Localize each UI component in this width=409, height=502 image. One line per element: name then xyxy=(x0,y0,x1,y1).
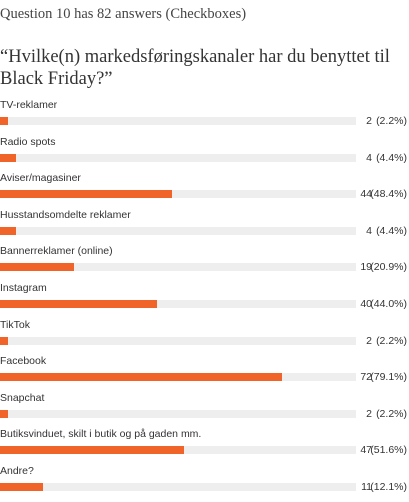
bar-fill xyxy=(0,263,75,272)
option-label: Bannerreklamer (online) xyxy=(0,245,113,258)
answer-count: 2 xyxy=(366,407,372,420)
bar-track xyxy=(0,409,356,418)
option-label: Radio spots xyxy=(0,135,56,148)
option-label: Butiksvinduet, skilt i butik og på gaden… xyxy=(0,428,202,441)
answer-count: 2 xyxy=(366,334,372,347)
bar-track xyxy=(0,483,356,491)
answer-percentage: (20.9%) xyxy=(370,261,407,274)
answer-count: 44 xyxy=(360,188,372,201)
result-row: Butiksvinduet, skilt i butik og på gaden… xyxy=(0,428,409,465)
answer-count: 2 xyxy=(366,115,372,127)
option-label: Instagram xyxy=(0,282,47,294)
result-row: Snapchat 2 (2.2%) xyxy=(0,392,409,429)
answer-count: 72 xyxy=(360,371,372,384)
result-row: Andre? 11 (12.1%) xyxy=(0,465,409,502)
bar-fill xyxy=(0,373,282,382)
answer-percentage: (2.2%) xyxy=(376,407,407,420)
result-row: Husstandsomdelte reklamer 4 (4.4%) xyxy=(0,209,409,246)
bar-fill xyxy=(0,483,44,491)
result-row: Facebook 72 (79.1%) xyxy=(0,355,409,392)
result-row: Bannerreklamer (online) 19 (20.9%) xyxy=(0,245,409,282)
bar-track xyxy=(0,226,356,235)
answer-percentage: (44.0%) xyxy=(370,298,407,310)
result-row: TikTok 2 (2.2%) xyxy=(0,319,409,356)
option-label: Husstandsomdelte reklamer xyxy=(0,208,131,221)
bar-fill xyxy=(0,153,16,162)
answer-percentage: (12.1%) xyxy=(370,481,407,493)
option-label: TikTok xyxy=(0,318,30,331)
result-row: Aviser/magasiner 44 (48.4%) xyxy=(0,172,409,209)
bar-track xyxy=(0,373,356,382)
result-row: Instagram 40 (44.0%) xyxy=(0,282,409,319)
bar-fill xyxy=(0,300,157,308)
bar-track xyxy=(0,117,356,125)
answer-percentage: (51.6%) xyxy=(370,444,407,457)
answer-percentage: (79.1%) xyxy=(370,371,407,384)
bar-fill xyxy=(0,190,173,199)
option-label: Snapchat xyxy=(0,391,45,404)
result-row: TV-reklamer 2 (2.2%) xyxy=(0,99,409,136)
answer-count: 40 xyxy=(360,298,372,310)
bar-fill xyxy=(0,336,8,345)
answer-percentage: (4.4%) xyxy=(376,151,407,164)
result-row: Radio spots 4 (4.4%) xyxy=(0,136,409,173)
answer-count: 4 xyxy=(366,151,372,164)
bar-fill xyxy=(0,409,8,418)
answer-count: 4 xyxy=(366,224,372,237)
option-label: Facebook xyxy=(0,355,47,368)
answer-count: 19 xyxy=(360,261,372,274)
bar-fill xyxy=(0,226,16,235)
answer-count: 11 xyxy=(361,481,372,493)
bar-track xyxy=(0,153,356,162)
answer-percentage: (2.2%) xyxy=(376,334,407,347)
bar-track xyxy=(0,446,356,455)
option-label: Aviser/magasiner xyxy=(0,172,81,185)
answer-count-header: Question 10 has 82 answers (Checkboxes) xyxy=(0,6,247,22)
answer-percentage: (4.4%) xyxy=(376,224,407,237)
answer-percentage: (48.4%) xyxy=(370,188,407,201)
bar-fill xyxy=(0,117,8,125)
bar-track xyxy=(0,336,356,345)
answer-count: 47 xyxy=(360,444,372,457)
bar-track xyxy=(0,190,356,199)
option-label: TV-reklamer xyxy=(0,99,58,111)
answer-percentage: (2.2%) xyxy=(376,115,407,127)
bar-fill xyxy=(0,446,184,455)
bar-track xyxy=(0,300,356,308)
option-label: Andre? xyxy=(0,465,34,477)
bar-track xyxy=(0,263,356,272)
question-title: “Hvilke(n) markedsføringskanaler har du … xyxy=(0,47,390,89)
